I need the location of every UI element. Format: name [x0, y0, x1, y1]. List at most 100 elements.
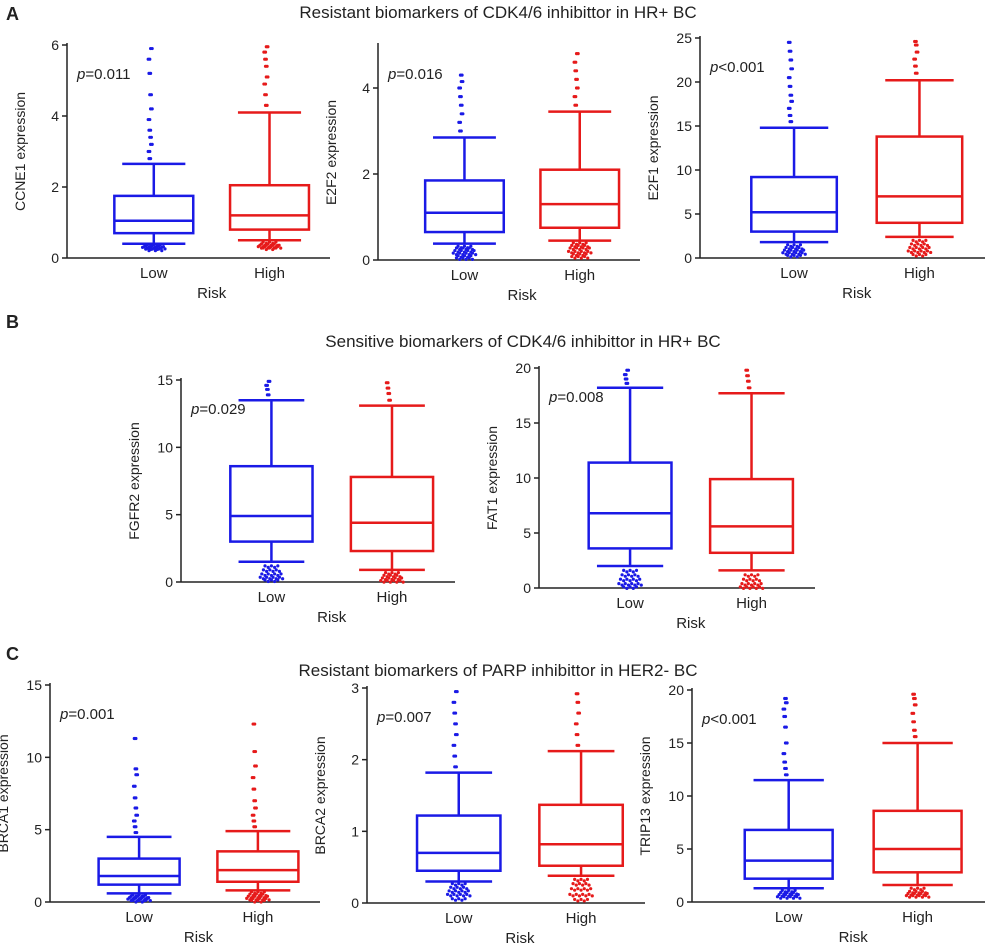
outlier-point — [574, 95, 578, 99]
outlier-point — [135, 813, 140, 817]
box-iqr — [587, 461, 673, 550]
p-value-text: =0.029 — [199, 401, 245, 418]
outlier-point — [576, 899, 580, 903]
box-iqr — [415, 814, 502, 872]
outlier-point — [458, 251, 462, 255]
p-value-symbol: p — [376, 709, 385, 726]
outlier-point — [457, 882, 461, 886]
outlier-point — [390, 570, 394, 575]
outlier-point — [904, 894, 909, 898]
outlier-point — [472, 248, 476, 253]
outlier-point — [779, 896, 783, 900]
x-axis-label: Risk — [676, 615, 706, 632]
outlier-point — [264, 247, 268, 252]
outlier-point — [266, 387, 270, 392]
outlier-point — [746, 574, 750, 578]
outlier-point — [467, 246, 471, 250]
box-low — [415, 689, 502, 902]
outlier-point — [388, 580, 392, 584]
outlier-point — [140, 900, 144, 904]
outlier-point — [784, 696, 788, 701]
outlier-point — [628, 585, 632, 589]
outlier-point — [460, 898, 464, 902]
outlier-point — [576, 887, 580, 891]
outlier-point — [573, 888, 577, 892]
outlier-point — [140, 245, 145, 249]
x-tick-label-high: High — [242, 909, 273, 926]
outlier-point — [468, 894, 472, 898]
outlier-point — [906, 249, 910, 253]
outlier-point — [575, 722, 579, 726]
outlier-point — [459, 129, 463, 133]
outlier-point — [761, 586, 765, 591]
outlier-point — [638, 577, 642, 581]
outlier-point — [792, 243, 796, 247]
outlier-point — [634, 579, 639, 583]
p-value-text: =0.011 — [85, 66, 130, 83]
outlier-point — [453, 743, 457, 747]
outlier-point — [466, 248, 470, 253]
outlier-point — [245, 896, 249, 900]
y-axis-label: CCNE1 expression — [12, 92, 28, 211]
outlier-point — [263, 564, 267, 568]
p-value-text: =0.001 — [68, 706, 114, 723]
outlier-point — [393, 576, 397, 580]
outlier-point — [626, 381, 630, 385]
outlier-point — [395, 573, 399, 577]
box-iqr — [349, 475, 435, 553]
outlier-point — [134, 825, 138, 829]
outlier-point — [589, 251, 593, 255]
outlier-point — [258, 575, 262, 579]
x-tick-label-low: Low — [616, 595, 644, 612]
outlier-point — [249, 898, 254, 903]
outlier-point — [914, 735, 918, 739]
y-tick-label: 10 — [676, 162, 692, 178]
outlier-point — [144, 247, 148, 251]
outlier-point — [917, 894, 921, 898]
outlier-point — [790, 99, 795, 103]
outlier-point — [453, 898, 458, 902]
outlier-point — [450, 882, 454, 886]
outlier-point — [576, 52, 580, 56]
x-tick-label-high: High — [566, 910, 597, 927]
outlier-point — [913, 696, 917, 701]
boxplot-7: 0 1 2 3 BRCA2 expression p=0.007 Low High Risk — [312, 680, 645, 943]
outlier-point — [143, 898, 148, 903]
outlier-point — [576, 243, 580, 247]
outlier-point — [745, 585, 749, 589]
outlier-point — [135, 773, 140, 777]
outlier-point — [382, 573, 386, 577]
outlier-point — [911, 894, 915, 898]
outlier-point — [148, 899, 152, 903]
outlier-point — [626, 573, 631, 577]
outlier-point — [790, 245, 795, 250]
panel-title-b: Sensitive biomarkers of CDK4/6 inhibitto… — [325, 332, 720, 351]
outlier-point — [625, 586, 629, 591]
outlier-point — [273, 572, 277, 576]
outlier-point — [579, 256, 583, 260]
outlier-point — [576, 692, 580, 696]
outlier-point — [156, 247, 161, 251]
y-tick-label: 20 — [676, 74, 692, 90]
outlier-point — [582, 887, 586, 891]
outlier-point — [753, 582, 757, 586]
box-iqr — [538, 803, 625, 867]
x-tick-label-high: High — [736, 595, 767, 612]
outlier-point — [571, 252, 575, 256]
outlier-point — [578, 241, 582, 245]
y-tick-label: 1 — [351, 823, 359, 839]
outlier-point — [786, 243, 790, 247]
x-tick-label-high: High — [564, 267, 595, 284]
outlier-point — [782, 895, 786, 899]
p-value-symbol: p — [387, 66, 396, 83]
outlier-point — [577, 743, 581, 747]
x-axis-label: Risk — [842, 285, 872, 302]
outlier-point — [148, 57, 152, 61]
outlier-point — [784, 725, 788, 729]
outlier-point — [912, 720, 917, 724]
outlier-point — [566, 249, 571, 253]
boxplot-8: 0 5 10 15 20 TRIP13 expression p<0.001 Low High R… — [637, 682, 985, 943]
outlier-point — [639, 583, 643, 587]
outlier-point — [745, 579, 749, 583]
outlier-point — [574, 892, 578, 897]
